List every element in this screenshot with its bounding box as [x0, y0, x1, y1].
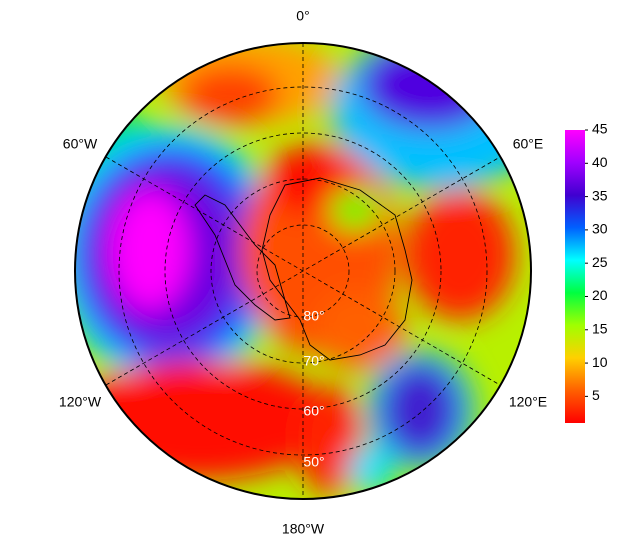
longitude-label: 60°W — [63, 136, 98, 152]
colorbar-tick-label: 30 — [592, 221, 608, 237]
field — [75, 43, 531, 499]
latitude-label: 70° — [303, 353, 324, 369]
map-border — [74, 42, 532, 500]
colorbar — [565, 130, 585, 423]
colorbar-tick-label: 5 — [592, 387, 600, 403]
colorbar-tick-label: 25 — [592, 254, 608, 270]
longitude-label: 60°E — [513, 136, 544, 152]
colorbar-tick-label: 45 — [592, 121, 608, 137]
colorbar-tick-label: 10 — [592, 354, 608, 370]
colorbar-tick-label: 20 — [592, 287, 608, 303]
coastline — [194, 177, 413, 361]
latitude-label: 80° — [303, 308, 324, 324]
colorbar-tick-label: 15 — [592, 320, 608, 336]
colorbar-tick-label: 40 — [592, 154, 608, 170]
longitude-label: 120°E — [509, 394, 547, 410]
longitude-label: 0° — [296, 8, 309, 24]
colorbar-tick-label: 35 — [592, 187, 608, 203]
latitude-label: 50° — [303, 454, 324, 470]
longitude-label: 180°W — [282, 521, 325, 537]
graticule — [105, 43, 501, 499]
latitude-label: 60° — [303, 403, 324, 419]
longitude-label: 120°W — [59, 394, 102, 410]
